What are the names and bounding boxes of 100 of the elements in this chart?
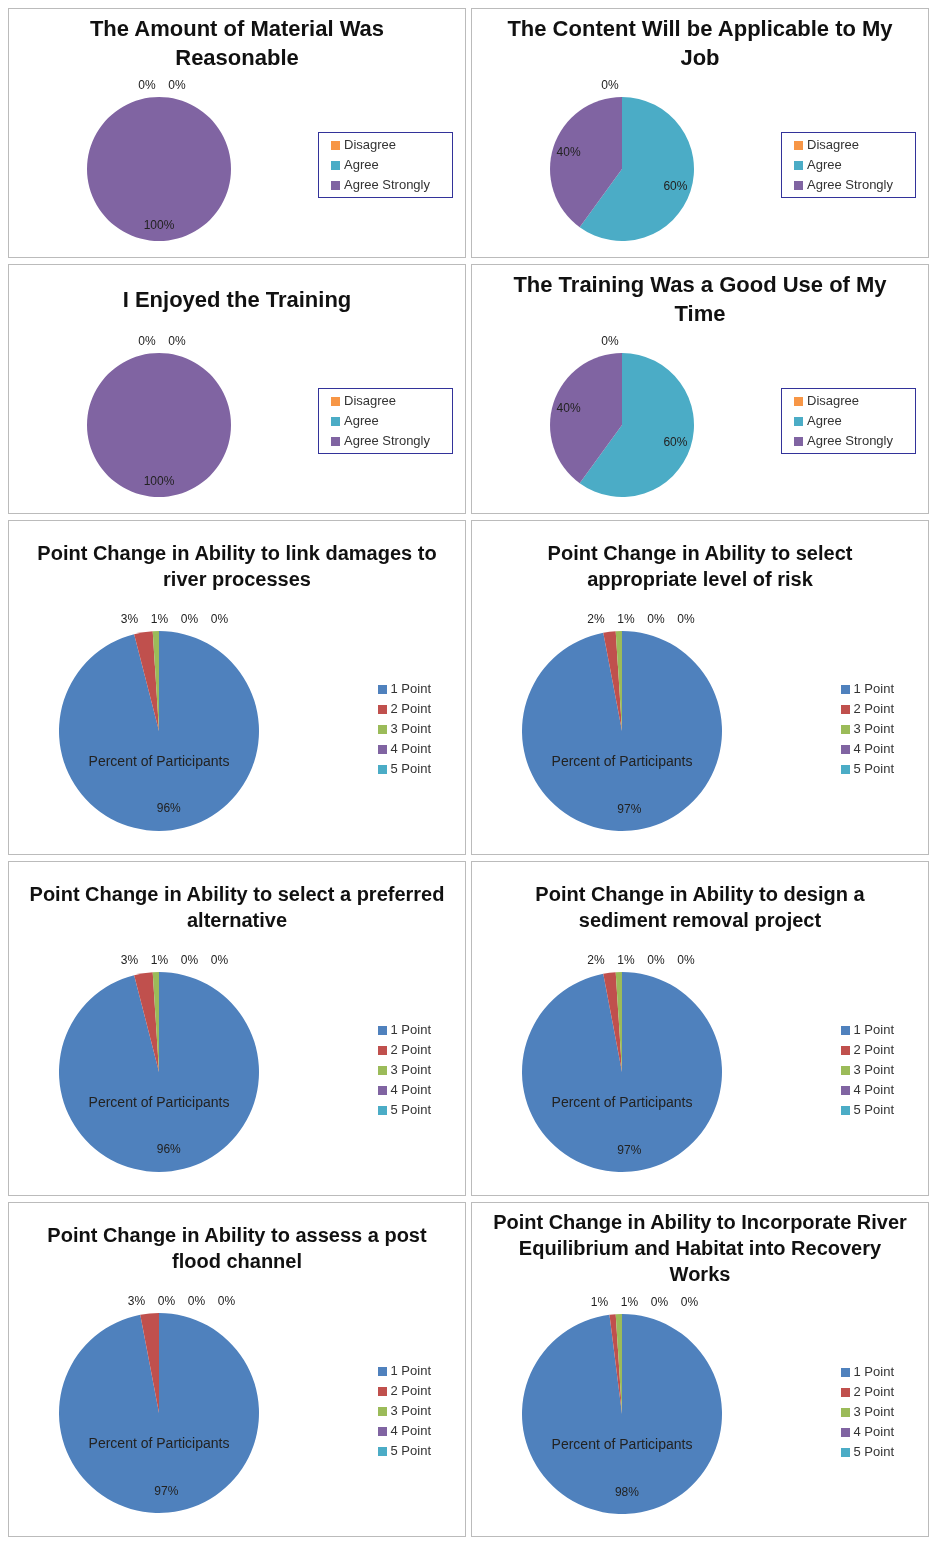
legend-label: Agree [807, 157, 842, 172]
legend-label: 3 Point [853, 721, 894, 736]
pie-slice [579, 353, 694, 497]
text: 0% [217, 1294, 236, 1308]
pie-slice [522, 972, 722, 1172]
text: 0% [650, 1295, 669, 1309]
data-label: 2% [587, 953, 605, 967]
legend-label: 3 Point [390, 1403, 431, 1418]
legend-label: 4 Point [853, 1424, 894, 1439]
chart-title: Point Change in Ability to select appropriate level of risk [546, 540, 854, 592]
pie-slice [59, 631, 259, 831]
legend-label: Agree [344, 157, 379, 172]
pie-slice [59, 972, 259, 1172]
legend-label: 2 Point [853, 1384, 894, 1399]
chart-title: Point Change in Ability to link damages to river processes [36, 540, 438, 592]
legend-label: Agree [344, 413, 379, 428]
text: Percent of Participants [551, 1094, 693, 1110]
legend-label: Agree Strongly [807, 177, 893, 192]
legend-label: 2 Point [853, 1042, 894, 1057]
text: 0% [647, 953, 665, 967]
legend-label: 1 Point [390, 1363, 431, 1378]
data-label: 3% [120, 953, 139, 967]
text: 0% [680, 1295, 699, 1309]
data-label: 3% [127, 1294, 146, 1308]
legend-label: Disagree [807, 393, 860, 408]
legend-label: 1 Point [390, 681, 431, 696]
data-label: 96% [156, 1142, 181, 1157]
data-label: 1% [620, 1295, 639, 1309]
legend-label: Disagree [807, 137, 860, 152]
text: 0% [647, 612, 665, 626]
pie-slice [550, 97, 622, 228]
data-label: 1% [590, 1295, 609, 1309]
pie-slice [140, 1313, 159, 1413]
legend-label: 4 Point [390, 1423, 431, 1438]
legend-label: Agree Strongly [807, 433, 893, 448]
legend-label: 4 Point [390, 741, 431, 756]
legend-label: Disagree [344, 393, 397, 408]
chart-title: The Amount of Material Was Reasonable [88, 15, 386, 72]
text: 0% [138, 334, 156, 348]
chart-title: Point Change in Ability to design a sediment removal project [534, 881, 866, 933]
data-label: 2% [587, 612, 605, 626]
data-label: 97% [154, 1483, 179, 1498]
data-label: 60% [663, 435, 688, 450]
text: Percent of Participants [551, 753, 693, 769]
data-label: 40% [556, 400, 581, 415]
chart-title: Point Change in Ability to assess a post flood channel [46, 1222, 428, 1274]
pie-slice [550, 353, 622, 484]
data-label: 97% [617, 1142, 642, 1157]
pie-slice [59, 1313, 259, 1513]
data-label: 97% [617, 801, 642, 816]
data-label: 1% [150, 612, 169, 626]
data-label: 100% [143, 474, 175, 489]
legend-label: 4 Point [390, 1082, 431, 1097]
pie-slice [522, 1314, 722, 1514]
pie-slice [603, 631, 622, 731]
pie-slice [603, 972, 622, 1072]
data-label: 3% [120, 612, 139, 626]
text: 0% [601, 334, 619, 348]
legend-label: 2 Point [390, 1383, 431, 1398]
text: 0% [187, 1294, 206, 1308]
legend-label: 5 Point [853, 1444, 894, 1459]
text: Percent of Participants [88, 1094, 230, 1110]
text: 0% [601, 78, 619, 92]
legend-label: 3 Point [853, 1062, 894, 1077]
legend-label: Agree Strongly [344, 433, 430, 448]
chart-title: Point Change in Ability to select a preferred alternative [28, 881, 446, 933]
legend-label: 5 Point [390, 1443, 431, 1458]
legend-label: Agree [807, 413, 842, 428]
legend-label: 1 Point [853, 681, 894, 696]
pie-slice [522, 631, 722, 831]
text: 0% [157, 1294, 176, 1308]
data-label: 60% [663, 179, 688, 194]
legend-label: 4 Point [853, 741, 894, 756]
legend-label: Agree Strongly [344, 177, 430, 192]
text: Percent of Participants [88, 1435, 230, 1451]
data-label: 96% [156, 801, 181, 816]
pie-slice [134, 631, 159, 731]
text: 0% [138, 78, 156, 92]
text: 0% [168, 334, 186, 348]
legend-label: 3 Point [853, 1404, 894, 1419]
text: Percent of Participants [551, 1436, 693, 1452]
chart-title: I Enjoyed the Training [121, 285, 353, 314]
chart-title: Point Change in Ability to Incorporate River Equilibrium and Habitat into Recovery Works [492, 1210, 908, 1287]
legend-label: 4 Point [853, 1082, 894, 1097]
legend-label: 1 Point [390, 1022, 431, 1037]
data-label: 1% [150, 953, 169, 967]
chart-title: The Content Will be Applicable to My Job [506, 15, 894, 72]
data-label: 98% [614, 1484, 639, 1499]
legend-label: Disagree [344, 137, 397, 152]
pie-slice [579, 97, 694, 241]
legend-label: 5 Point [853, 761, 894, 776]
legend-label: 5 Point [390, 761, 431, 776]
legend-label: 2 Point [390, 701, 431, 716]
pie-slice [134, 972, 159, 1072]
text: 0% [180, 953, 199, 967]
data-label: 1% [617, 953, 635, 967]
legend-label: 1 Point [853, 1022, 894, 1037]
legend-label: 2 Point [390, 1042, 431, 1057]
text: 0% [210, 612, 229, 626]
text: 0% [168, 78, 186, 92]
